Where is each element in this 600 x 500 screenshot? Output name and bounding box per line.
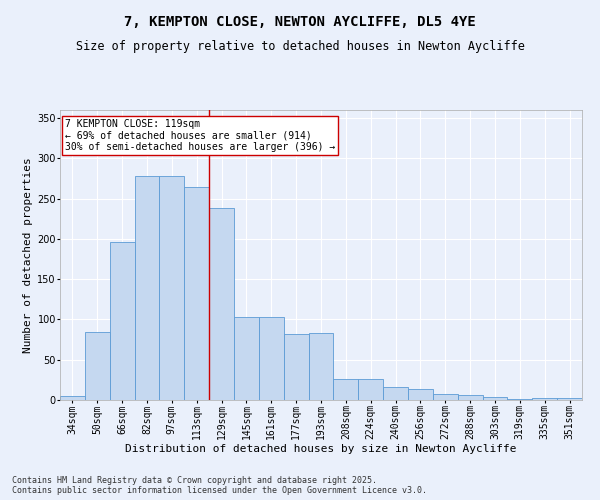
Bar: [557, 398, 582, 400]
Bar: [508, 399, 532, 400]
Y-axis label: Number of detached properties: Number of detached properties: [23, 157, 33, 353]
Bar: [308, 333, 334, 400]
Bar: [209, 208, 234, 400]
Bar: [184, 186, 209, 400]
Bar: [458, 395, 482, 400]
Bar: [259, 317, 284, 400]
Bar: [134, 176, 160, 400]
Text: Size of property relative to detached houses in Newton Aycliffe: Size of property relative to detached ho…: [76, 40, 524, 53]
Bar: [482, 397, 508, 400]
Bar: [334, 379, 358, 400]
Bar: [383, 387, 408, 400]
Bar: [85, 332, 110, 400]
Text: 7, KEMPTON CLOSE, NEWTON AYCLIFFE, DL5 4YE: 7, KEMPTON CLOSE, NEWTON AYCLIFFE, DL5 4…: [124, 15, 476, 29]
Bar: [433, 394, 458, 400]
Text: 7 KEMPTON CLOSE: 119sqm
← 69% of detached houses are smaller (914)
30% of semi-d: 7 KEMPTON CLOSE: 119sqm ← 69% of detache…: [65, 118, 335, 152]
Text: Contains HM Land Registry data © Crown copyright and database right 2025.
Contai: Contains HM Land Registry data © Crown c…: [12, 476, 427, 495]
Bar: [110, 242, 134, 400]
Bar: [532, 398, 557, 400]
Bar: [234, 317, 259, 400]
Bar: [408, 388, 433, 400]
Bar: [60, 396, 85, 400]
X-axis label: Distribution of detached houses by size in Newton Aycliffe: Distribution of detached houses by size …: [125, 444, 517, 454]
Bar: [358, 379, 383, 400]
Bar: [284, 334, 308, 400]
Bar: [160, 176, 184, 400]
